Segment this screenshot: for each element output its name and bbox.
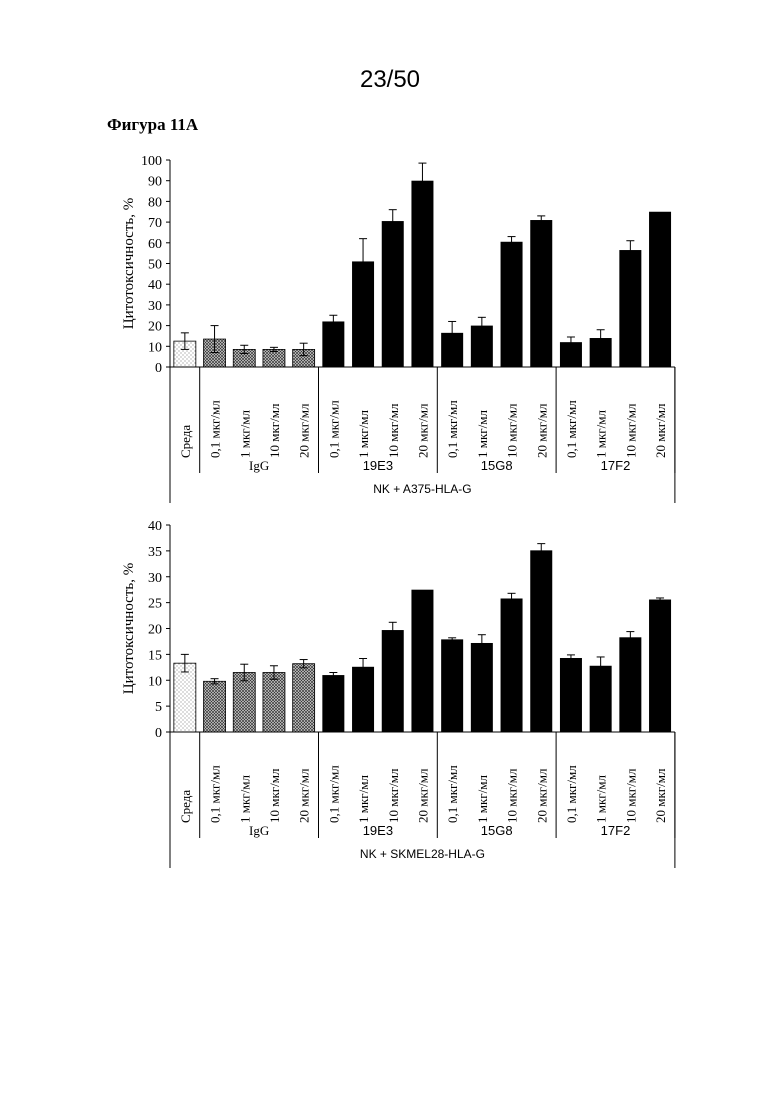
x-axis-label: NK + A375-HLA-G — [373, 482, 471, 496]
category-label: 0,1 мкг/мл — [326, 765, 341, 823]
chart-skmel28: Цитотоксичность, % 0 5 10 15 20 25 30 35 40 Среда 0… — [0, 505, 780, 875]
category-label: 20 мкг/мл — [653, 768, 668, 823]
y-tick-label: 20 — [148, 623, 162, 638]
y-tick-label: 35 — [148, 545, 162, 560]
group-label: 19E3 — [363, 458, 393, 473]
bar — [649, 600, 671, 732]
y-tick-label: 0 — [155, 726, 162, 741]
chart-a375: Цитотоксичность, % 0 10 20 30 40 50 60 70 80 90 100… — [0, 140, 780, 510]
y-tick-label: 15 — [148, 648, 162, 663]
y-tick-label: 50 — [148, 258, 162, 273]
y-tick-label: 30 — [148, 571, 162, 586]
bar — [619, 637, 641, 732]
bar — [382, 630, 404, 732]
bar — [441, 639, 463, 732]
y-axis-label: Цитотоксичность, % — [121, 198, 137, 329]
y-tick-label: 25 — [148, 597, 162, 612]
y-tick-label: 10 — [148, 340, 162, 355]
group-label: 17F2 — [601, 458, 631, 473]
category-label: 10 мкг/мл — [267, 403, 282, 458]
bar — [322, 675, 344, 732]
group-label: 15G8 — [481, 458, 513, 473]
bar — [530, 550, 552, 732]
y-tick-label: 5 — [155, 700, 162, 715]
y-tick-label: 80 — [148, 195, 162, 210]
bar — [263, 349, 285, 367]
category-label: 10 мкг/мл — [623, 403, 638, 458]
bar — [411, 181, 433, 367]
category-label: 1 мкг/мл — [237, 775, 252, 823]
category-label: 10 мкг/мл — [386, 403, 401, 458]
group-label: 17F2 — [601, 823, 631, 838]
bar — [352, 667, 374, 732]
y-tick-label: 10 — [148, 674, 162, 689]
bar — [263, 672, 285, 732]
category-label: 20 мкг/мл — [653, 403, 668, 458]
bar — [411, 590, 433, 732]
y-tick-label: 30 — [148, 299, 162, 314]
bar — [649, 212, 671, 367]
bar — [471, 643, 493, 732]
category-label: 20 мкг/мл — [297, 768, 312, 823]
page-number: 23/50 — [0, 66, 780, 94]
bar — [233, 672, 255, 732]
y-tick-label: 90 — [148, 175, 162, 190]
category-label: 20 мкг/мл — [415, 768, 430, 823]
category-label: 1 мкг/мл — [594, 775, 609, 823]
bar — [530, 220, 552, 367]
bar — [293, 664, 315, 732]
category-label: 20 мкг/мл — [534, 768, 549, 823]
category-label: 1 мкг/мл — [475, 410, 490, 458]
category-label: Среда — [178, 425, 193, 458]
group-label: IgG — [249, 823, 269, 838]
category-label: Среда — [178, 790, 193, 823]
bar — [501, 598, 523, 732]
y-tick-label: 40 — [148, 519, 162, 534]
group-label: 15G8 — [481, 823, 513, 838]
category-label: 0,1 мкг/мл — [564, 400, 579, 458]
bar — [501, 242, 523, 367]
category-label: 1 мкг/мл — [356, 775, 371, 823]
category-label: 1 мкг/мл — [475, 775, 490, 823]
category-label: 10 мкг/мл — [386, 768, 401, 823]
bar — [619, 250, 641, 367]
category-label: 1 мкг/мл — [594, 410, 609, 458]
category-label: 0,1 мкг/мл — [208, 765, 223, 823]
bar — [322, 321, 344, 367]
category-label: 10 мкг/мл — [623, 768, 638, 823]
category-label: 20 мкг/мл — [415, 403, 430, 458]
group-label: 19E3 — [363, 823, 393, 838]
category-label: 0,1 мкг/мл — [445, 400, 460, 458]
category-label: 10 мкг/мл — [505, 768, 520, 823]
bar — [204, 681, 226, 732]
x-axis-label: NK + SKMEL28-HLA-G — [360, 847, 485, 861]
y-tick-label: 20 — [148, 320, 162, 335]
category-label: 0,1 мкг/мл — [208, 400, 223, 458]
category-label: 1 мкг/мл — [237, 410, 252, 458]
group-label: IgG — [249, 458, 269, 473]
bar — [382, 221, 404, 367]
y-tick-label: 60 — [148, 237, 162, 252]
category-label: 1 мкг/мл — [356, 410, 371, 458]
category-label: 0,1 мкг/мл — [564, 765, 579, 823]
category-label: 20 мкг/мл — [297, 403, 312, 458]
bar — [560, 658, 582, 732]
bar — [174, 663, 196, 732]
y-tick-label: 100 — [141, 154, 162, 169]
figure-label: Фигура 11А — [107, 115, 198, 135]
category-label: 0,1 мкг/мл — [445, 765, 460, 823]
y-tick-label: 0 — [155, 361, 162, 376]
category-label: 0,1 мкг/мл — [326, 400, 341, 458]
y-tick-label: 70 — [148, 216, 162, 231]
category-label: 10 мкг/мл — [505, 403, 520, 458]
category-label: 20 мкг/мл — [534, 403, 549, 458]
y-tick-label: 40 — [148, 278, 162, 293]
bar — [590, 666, 612, 732]
category-label: 10 мкг/мл — [267, 768, 282, 823]
y-axis-label: Цитотоксичность, % — [121, 563, 137, 694]
